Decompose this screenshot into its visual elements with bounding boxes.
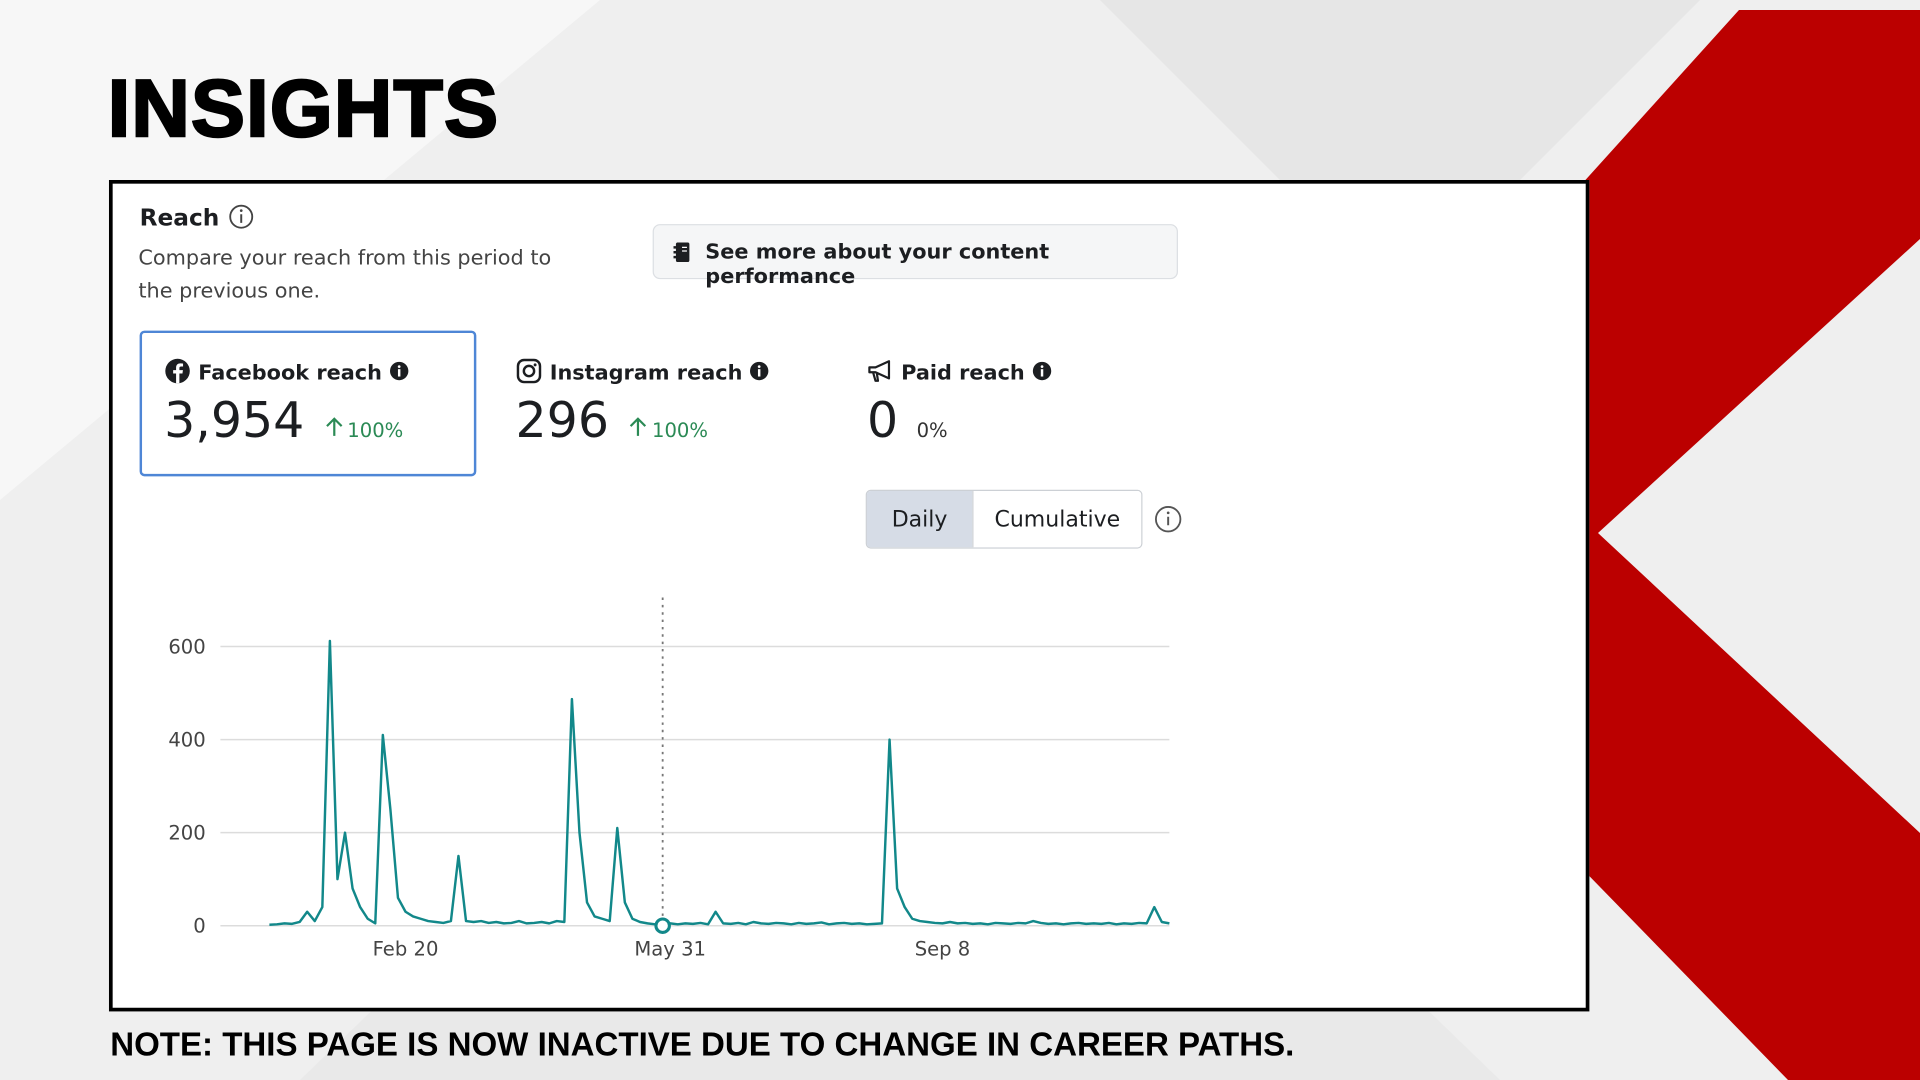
toggle-option[interactable]: Daily [866,491,973,548]
info-icon[interactable] [1153,504,1182,533]
content-performance-button[interactable]: See more about your content performance [652,224,1178,289]
metric-change: 100% [347,418,404,443]
facebook-icon [165,358,190,384]
facebook-reach-card[interactable] [139,330,477,477]
reach-title: Reach [140,203,255,231]
reach-description: Compare your reach from this period to t… [138,246,552,304]
megaphone-icon [868,360,891,382]
instagram-reach-metric[interactable]: Instagram reach 296 100% [515,358,770,450]
facebook-reach-metric[interactable]: Facebook reach 3,954 100% [164,358,409,450]
button-text: See more about your content performance [705,240,1050,289]
metric-value: 296 [515,393,610,450]
toggle-option[interactable]: Cumulative [972,491,1142,548]
up-arrow [630,417,647,436]
paid-reach-metric[interactable]: Paid reach 0 0% [866,358,1052,450]
red-chevron [1261,10,1920,1080]
instagram-icon [516,358,542,384]
info-icon[interactable] [227,203,254,230]
metric-label: Instagram reach [549,361,743,386]
info-icon[interactable] [389,361,409,381]
slide-title: INSIGHTS [107,61,500,154]
metric-value: 3,954 [164,393,305,450]
metric-label: Facebook reach [198,361,382,386]
metric-change: 100% [651,418,709,443]
info-icon[interactable] [750,361,770,381]
book-icon [673,242,690,263]
metric-change: 0% [916,418,948,443]
metric-value: 0 [866,393,899,450]
info-icon[interactable] [1032,361,1052,381]
period-toggle: Daily Cumulative [865,489,1143,549]
metric-label: Paid reach [901,361,1025,386]
up-arrow [325,417,342,436]
note: NOTE: THIS PAGE IS NOW INACTIVE DUE TO C… [110,1026,1295,1063]
reach-title-text: Reach [139,204,220,232]
